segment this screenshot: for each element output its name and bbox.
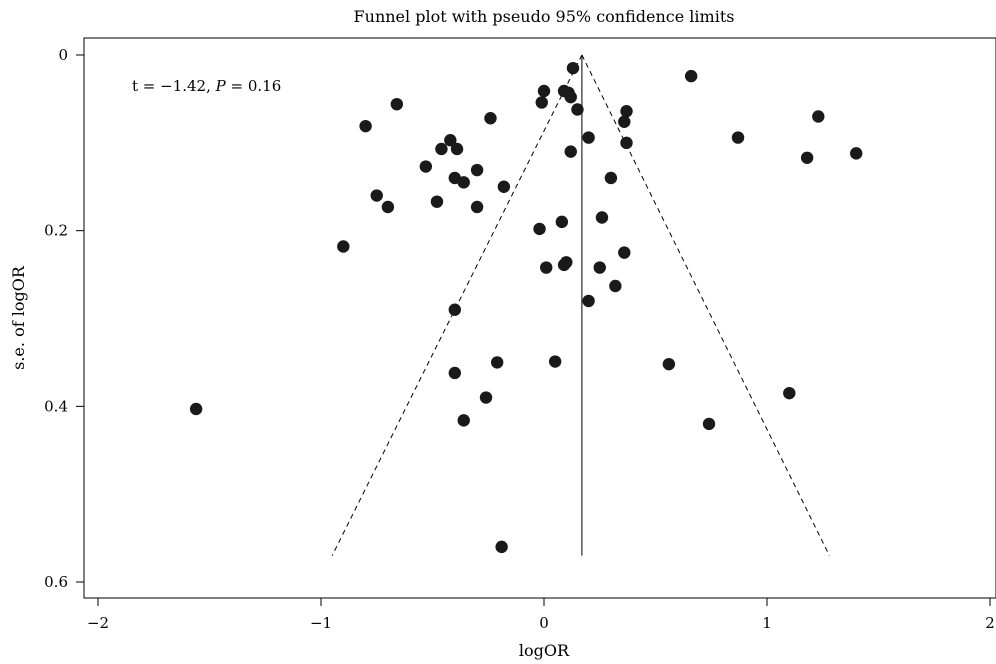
data-point [419, 160, 433, 173]
data-point [533, 222, 546, 236]
data-point [620, 136, 633, 150]
data-point [582, 131, 595, 144]
data-point [450, 142, 464, 156]
data-point [448, 303, 461, 316]
data-point [484, 112, 497, 125]
data-point [457, 176, 470, 189]
data-point [430, 195, 444, 208]
data-point [479, 391, 493, 404]
data-point [490, 356, 504, 369]
funnel-right-limit [581, 54, 830, 556]
data-point [457, 414, 470, 427]
data-point [370, 189, 383, 202]
annotation-suffix: = 0.16 [226, 77, 282, 95]
data-point [337, 240, 350, 253]
data-point [189, 402, 203, 416]
data-point [555, 215, 569, 229]
annotation-p-label: P [215, 77, 227, 95]
data-point [684, 69, 698, 83]
funnel-lines [331, 54, 830, 556]
data-point [435, 142, 448, 156]
data-points [189, 61, 863, 554]
egger-test-annotation: t = −1.42, P = 0.16 [132, 77, 281, 95]
data-point [495, 540, 508, 554]
data-point [812, 110, 825, 123]
data-point [564, 145, 577, 158]
data-point [618, 115, 631, 128]
data-point [582, 294, 595, 308]
data-point [497, 180, 511, 193]
y-tick-label: 0.6 [44, 573, 68, 591]
data-point [470, 200, 484, 214]
data-point [359, 119, 372, 133]
data-point [571, 103, 584, 116]
data-point [444, 133, 457, 147]
data-point [620, 105, 633, 118]
y-tick-label: 0 [58, 46, 68, 64]
y-axis: 0 0.2 0.4 0.6 [44, 46, 84, 591]
data-point [618, 246, 631, 259]
data-point [381, 200, 395, 214]
x-axis: −2 −1 0 1 2 [87, 598, 995, 632]
data-point [470, 163, 484, 177]
data-point [540, 261, 553, 274]
data-point [783, 386, 796, 400]
annotation-prefix: t = −1.42, [132, 77, 216, 95]
data-point [609, 279, 622, 293]
data-point [595, 211, 609, 224]
data-point [390, 97, 404, 111]
chart-title: Funnel plot with pseudo 95% confidence l… [354, 7, 735, 26]
data-point [662, 357, 676, 371]
x-tick-label: −2 [87, 614, 109, 632]
data-point [557, 258, 571, 272]
data-point [537, 84, 551, 98]
data-point [731, 131, 745, 144]
data-point [604, 171, 618, 185]
data-point [593, 261, 606, 274]
data-point [800, 151, 814, 164]
x-axis-label: logOR [519, 641, 570, 660]
y-tick-label: 0.2 [44, 222, 68, 240]
data-point [850, 147, 863, 160]
data-point [702, 417, 716, 431]
data-point [448, 366, 461, 380]
x-tick-label: −1 [310, 614, 332, 632]
data-point [564, 90, 577, 104]
data-point [535, 96, 548, 109]
y-tick-label: 0.4 [44, 397, 68, 415]
data-point [548, 355, 562, 368]
data-point [566, 61, 580, 75]
x-tick-label: 2 [985, 614, 995, 632]
x-tick-label: 0 [539, 614, 549, 632]
y-axis-label: s.e. of logOR [9, 265, 28, 370]
x-tick-label: 1 [762, 614, 772, 632]
plot-frame [83, 37, 996, 599]
